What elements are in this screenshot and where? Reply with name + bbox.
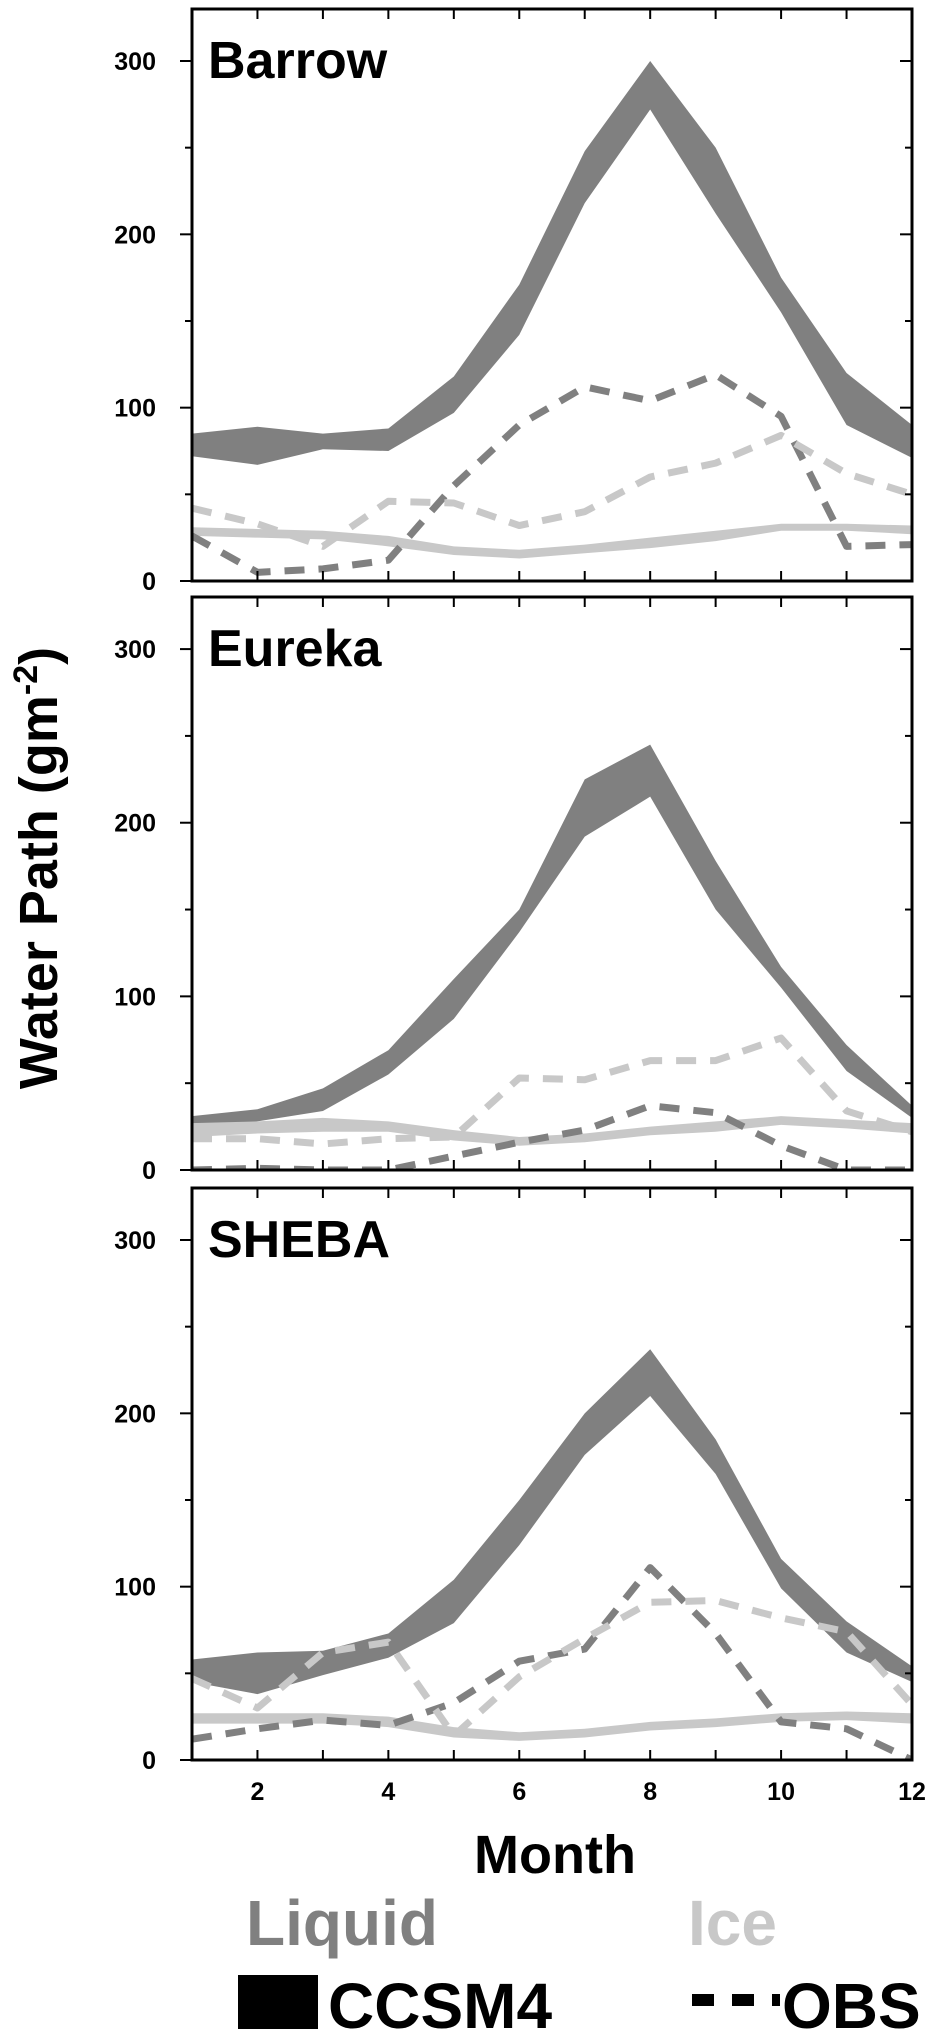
ccsm4-ice-band: [192, 1711, 912, 1741]
obs-ice-line: [192, 1597, 912, 1740]
legend-liquid-label: Liquid: [246, 1887, 438, 1959]
panel-title-eureka: Eureka: [208, 620, 383, 678]
legend-ccsm4-swatch: [238, 1975, 318, 2029]
panel-title-barrow: Barrow: [208, 32, 388, 90]
ccsm4-liquid-band: [192, 61, 912, 465]
y-axis-title-close: ): [9, 647, 69, 665]
y-tick-label: 0: [142, 568, 156, 596]
x-tick-label: 10: [767, 1778, 795, 1806]
plot-area-eureka: [192, 744, 912, 1170]
obs-ice-line: [192, 431, 912, 550]
legend-ice-label: Ice: [688, 1887, 777, 1959]
legend-ccsm4-label: CCSM4: [328, 1970, 552, 2040]
y-axis-title-main: Water Path (gm: [9, 695, 69, 1089]
y-tick-label: 200: [114, 810, 156, 838]
legend-obs-label: OBS: [782, 1970, 921, 2040]
ccsm4-liquid-band: [192, 744, 912, 1129]
x-tick-label: 8: [643, 1778, 657, 1806]
panel-title-sheba: SHEBA: [208, 1211, 390, 1269]
panel-barrow: 0 100 200 300 Barrow: [114, 7, 914, 596]
ccsm4-liquid-band: [192, 1349, 912, 1695]
x-tick-label: 4: [381, 1778, 395, 1806]
y-tick-label: 200: [114, 1400, 156, 1428]
panel-eureka: 0 100 200 300 Eureka: [114, 595, 914, 1185]
y-tick-label: 100: [114, 1574, 156, 1602]
panel-sheba: 0 100 200 300 2 4 6 8 10 12 SHEBA: [114, 1186, 926, 1806]
panel-frame: [190, 7, 914, 583]
y-tick-label: 100: [114, 395, 156, 423]
x-tick-label: 6: [512, 1778, 526, 1806]
plot-area-sheba: [192, 1349, 912, 1760]
y-tick-label: 300: [114, 48, 156, 76]
legend: Liquid Ice CCSM4 OBS: [238, 1887, 921, 2040]
y-tick-label: 0: [142, 1157, 156, 1185]
ccsm4-ice-band: [192, 523, 912, 559]
obs-liquid-line: [192, 1564, 912, 1760]
x-axis-title: Month: [474, 1825, 636, 1885]
y-tick-label: 0: [142, 1747, 156, 1775]
y-tick-label: 300: [114, 1227, 156, 1255]
y-tick-label: 200: [114, 221, 156, 249]
x-tick-label: 12: [898, 1778, 926, 1806]
x-tick-label: 2: [251, 1778, 265, 1806]
obs-liquid-line: [192, 371, 912, 576]
chart-panels: 0 100 200 300 Barrow 0 100 200 300 Eureka 0 100 200 3…: [114, 7, 926, 1806]
y-tick-label: 100: [114, 983, 156, 1011]
obs-ice-line: [192, 1034, 912, 1148]
panel-frame: [190, 595, 914, 1172]
y-axis-title-superscript: -2: [7, 665, 45, 695]
y-axis-title: Water Path (gm-2): [7, 647, 69, 1089]
plot-area-barrow: [192, 61, 912, 576]
y-tick-label: 300: [114, 636, 156, 664]
panel-frame: [190, 1186, 914, 1762]
